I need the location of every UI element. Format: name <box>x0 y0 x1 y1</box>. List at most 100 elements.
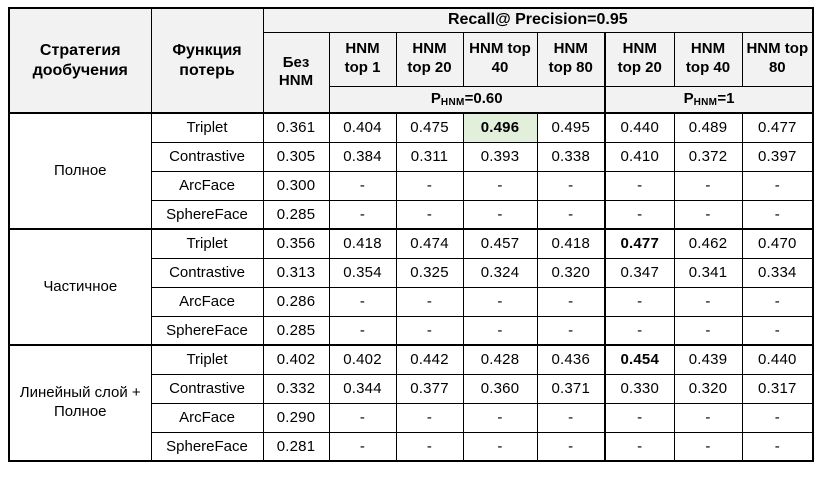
metric-cell: 0.324 <box>462 257 538 288</box>
metric-cell: 0.371 <box>536 373 606 404</box>
metric-cell: 0.393 <box>462 141 538 172</box>
metric-cell: 0.311 <box>395 141 464 172</box>
metric-cell: - <box>604 431 675 462</box>
metric-cell: - <box>604 199 675 230</box>
col-header-strategy: Стратегия дообучения <box>8 7 152 114</box>
metric-cell: - <box>604 286 675 317</box>
loss-function-label: ArcFace <box>150 170 264 201</box>
col-header-loss-function: Функция потерь <box>150 7 264 114</box>
table-row: Линейный слой + Полное Triplet 0.402 0.402 0… <box>8 344 814 462</box>
metric-cell: - <box>673 170 743 201</box>
metric-cell: 0.372 <box>673 141 743 172</box>
metric-cell: - <box>673 199 743 230</box>
metric-cell: - <box>328 315 397 346</box>
metric-cell: 0.436 <box>536 344 606 375</box>
table-row: ArcFace 0.290- - - - - - - <box>9 402 814 433</box>
metric-cell: - <box>462 286 538 317</box>
metric-cell: 0.418 <box>536 228 606 259</box>
strategy-group-label: Частичное <box>8 228 152 346</box>
page: Стратегия дообучения Функция потерь Reca… <box>8 7 815 462</box>
col-header-hnm-top40-p060: HNM top 40 <box>462 31 538 87</box>
metric-cell: - <box>462 402 538 433</box>
metric-cell: 0.344 <box>328 373 397 404</box>
metric-cell: - <box>536 431 606 462</box>
table-row: Contrastive 0.332 0.344 0.377 0.360 0.371 0.33… <box>9 373 814 404</box>
loss-function-label: SphereFace <box>150 431 264 462</box>
loss-function-label: SphereFace <box>150 199 264 230</box>
metric-cell: 0.354 <box>328 257 397 288</box>
col-header-hnm-top20-p1: HNM top 20 <box>604 31 675 87</box>
metric-cell: 0.360 <box>462 373 538 404</box>
metric-cell: 0.285 <box>262 199 330 230</box>
loss-function-label: Contrastive <box>150 141 264 172</box>
metric-cell: - <box>462 170 538 201</box>
metric-cell: 0.404 <box>328 112 397 143</box>
metric-cell: 0.330 <box>604 373 675 404</box>
header-row-probability: PHNM=0.60 PHNM=1 <box>9 85 814 114</box>
metric-cell: 0.397 <box>741 141 814 172</box>
metric-cell: 0.320 <box>536 257 606 288</box>
p-prefix: P <box>683 89 694 107</box>
metric-cell: 0.440 <box>741 344 814 375</box>
metric-cell: - <box>395 402 464 433</box>
metric-cell: 0.347 <box>604 257 675 288</box>
table-row: SphereFace 0.285- - - - - - - <box>9 199 814 230</box>
metric-cell: - <box>395 315 464 346</box>
p-prefix: P <box>430 89 441 107</box>
p-value: =0.60 <box>464 89 503 107</box>
metric-cell: - <box>536 286 606 317</box>
table-row: Полное Triplet 0.361 0.404 0.475 0.496 0.495 0.… <box>8 112 814 230</box>
table-row: SphereFace 0.285- - - - - - - <box>9 315 814 346</box>
metric-cell: 0.440 <box>604 112 675 143</box>
col-header-hnm-top80-p060: HNM top 80 <box>536 31 606 87</box>
metric-cell: - <box>604 402 675 433</box>
metric-cell: - <box>741 170 814 201</box>
p-hnm-060-header: PHNM=0.60 <box>328 85 606 114</box>
metric-cell: 0.418 <box>328 228 397 259</box>
metric-cell: 0.477 <box>741 112 814 143</box>
metric-cell: 0.495 <box>536 112 606 143</box>
metric-cell: - <box>673 431 743 462</box>
metric-cell: 0.410 <box>604 141 675 172</box>
loss-function-label: Triplet <box>150 112 264 143</box>
metric-cell: - <box>741 286 814 317</box>
metric-cell: - <box>536 315 606 346</box>
metric-cell: - <box>328 286 397 317</box>
metric-cell: 0.313 <box>262 257 330 288</box>
col-header-hnm-top80-p1: HNM top 80 <box>741 31 814 87</box>
loss-function-label: Contrastive <box>150 373 264 404</box>
table-header: Стратегия дообучения Функция потерь Reca… <box>8 7 814 114</box>
results-table: Стратегия дообучения Функция потерь Reca… <box>8 7 815 462</box>
table-row: Contrastive 0.313 0.354 0.325 0.324 0.320 0.34… <box>9 257 814 288</box>
loss-function-label: ArcFace <box>150 402 264 433</box>
metric-cell: 0.361 <box>262 112 330 143</box>
metric-cell: - <box>462 199 538 230</box>
metric-cell: 0.356 <box>262 228 330 259</box>
metric-cell: 0.300 <box>262 170 330 201</box>
metric-cell: - <box>673 286 743 317</box>
metric-cell: 0.442 <box>395 344 464 375</box>
loss-function-label: Contrastive <box>150 257 264 288</box>
table-body: Полное Triplet 0.361 0.404 0.475 0.496 0.495 0.… <box>8 112 814 462</box>
p-subscript: HNM <box>693 96 718 108</box>
metric-cell: - <box>328 431 397 462</box>
metric-cell: 0.428 <box>462 344 538 375</box>
metric-cell: 0.477 <box>604 228 675 259</box>
metric-cell: 0.325 <box>395 257 464 288</box>
metric-cell: 0.338 <box>536 141 606 172</box>
metric-cell: - <box>462 315 538 346</box>
header-row-columns: Без HNM HNM top 1 HNM top 20 HNM top 40 … <box>9 31 814 114</box>
metric-cell: 0.334 <box>741 257 814 288</box>
metric-cell: - <box>395 170 464 201</box>
metric-cell: - <box>673 315 743 346</box>
metric-cell: - <box>328 170 397 201</box>
metric-cell: - <box>604 315 675 346</box>
metric-cell: 0.332 <box>262 373 330 404</box>
metric-cell: 0.286 <box>262 286 330 317</box>
metric-cell: - <box>741 315 814 346</box>
metric-cell: 0.475 <box>395 112 464 143</box>
col-header-hnm-top40-p1: HNM top 40 <box>673 31 743 87</box>
metric-cell: - <box>536 170 606 201</box>
table-row: Частичное Triplet 0.356 0.418 0.474 0.457 0.41… <box>8 228 814 346</box>
metric-cell: - <box>741 199 814 230</box>
